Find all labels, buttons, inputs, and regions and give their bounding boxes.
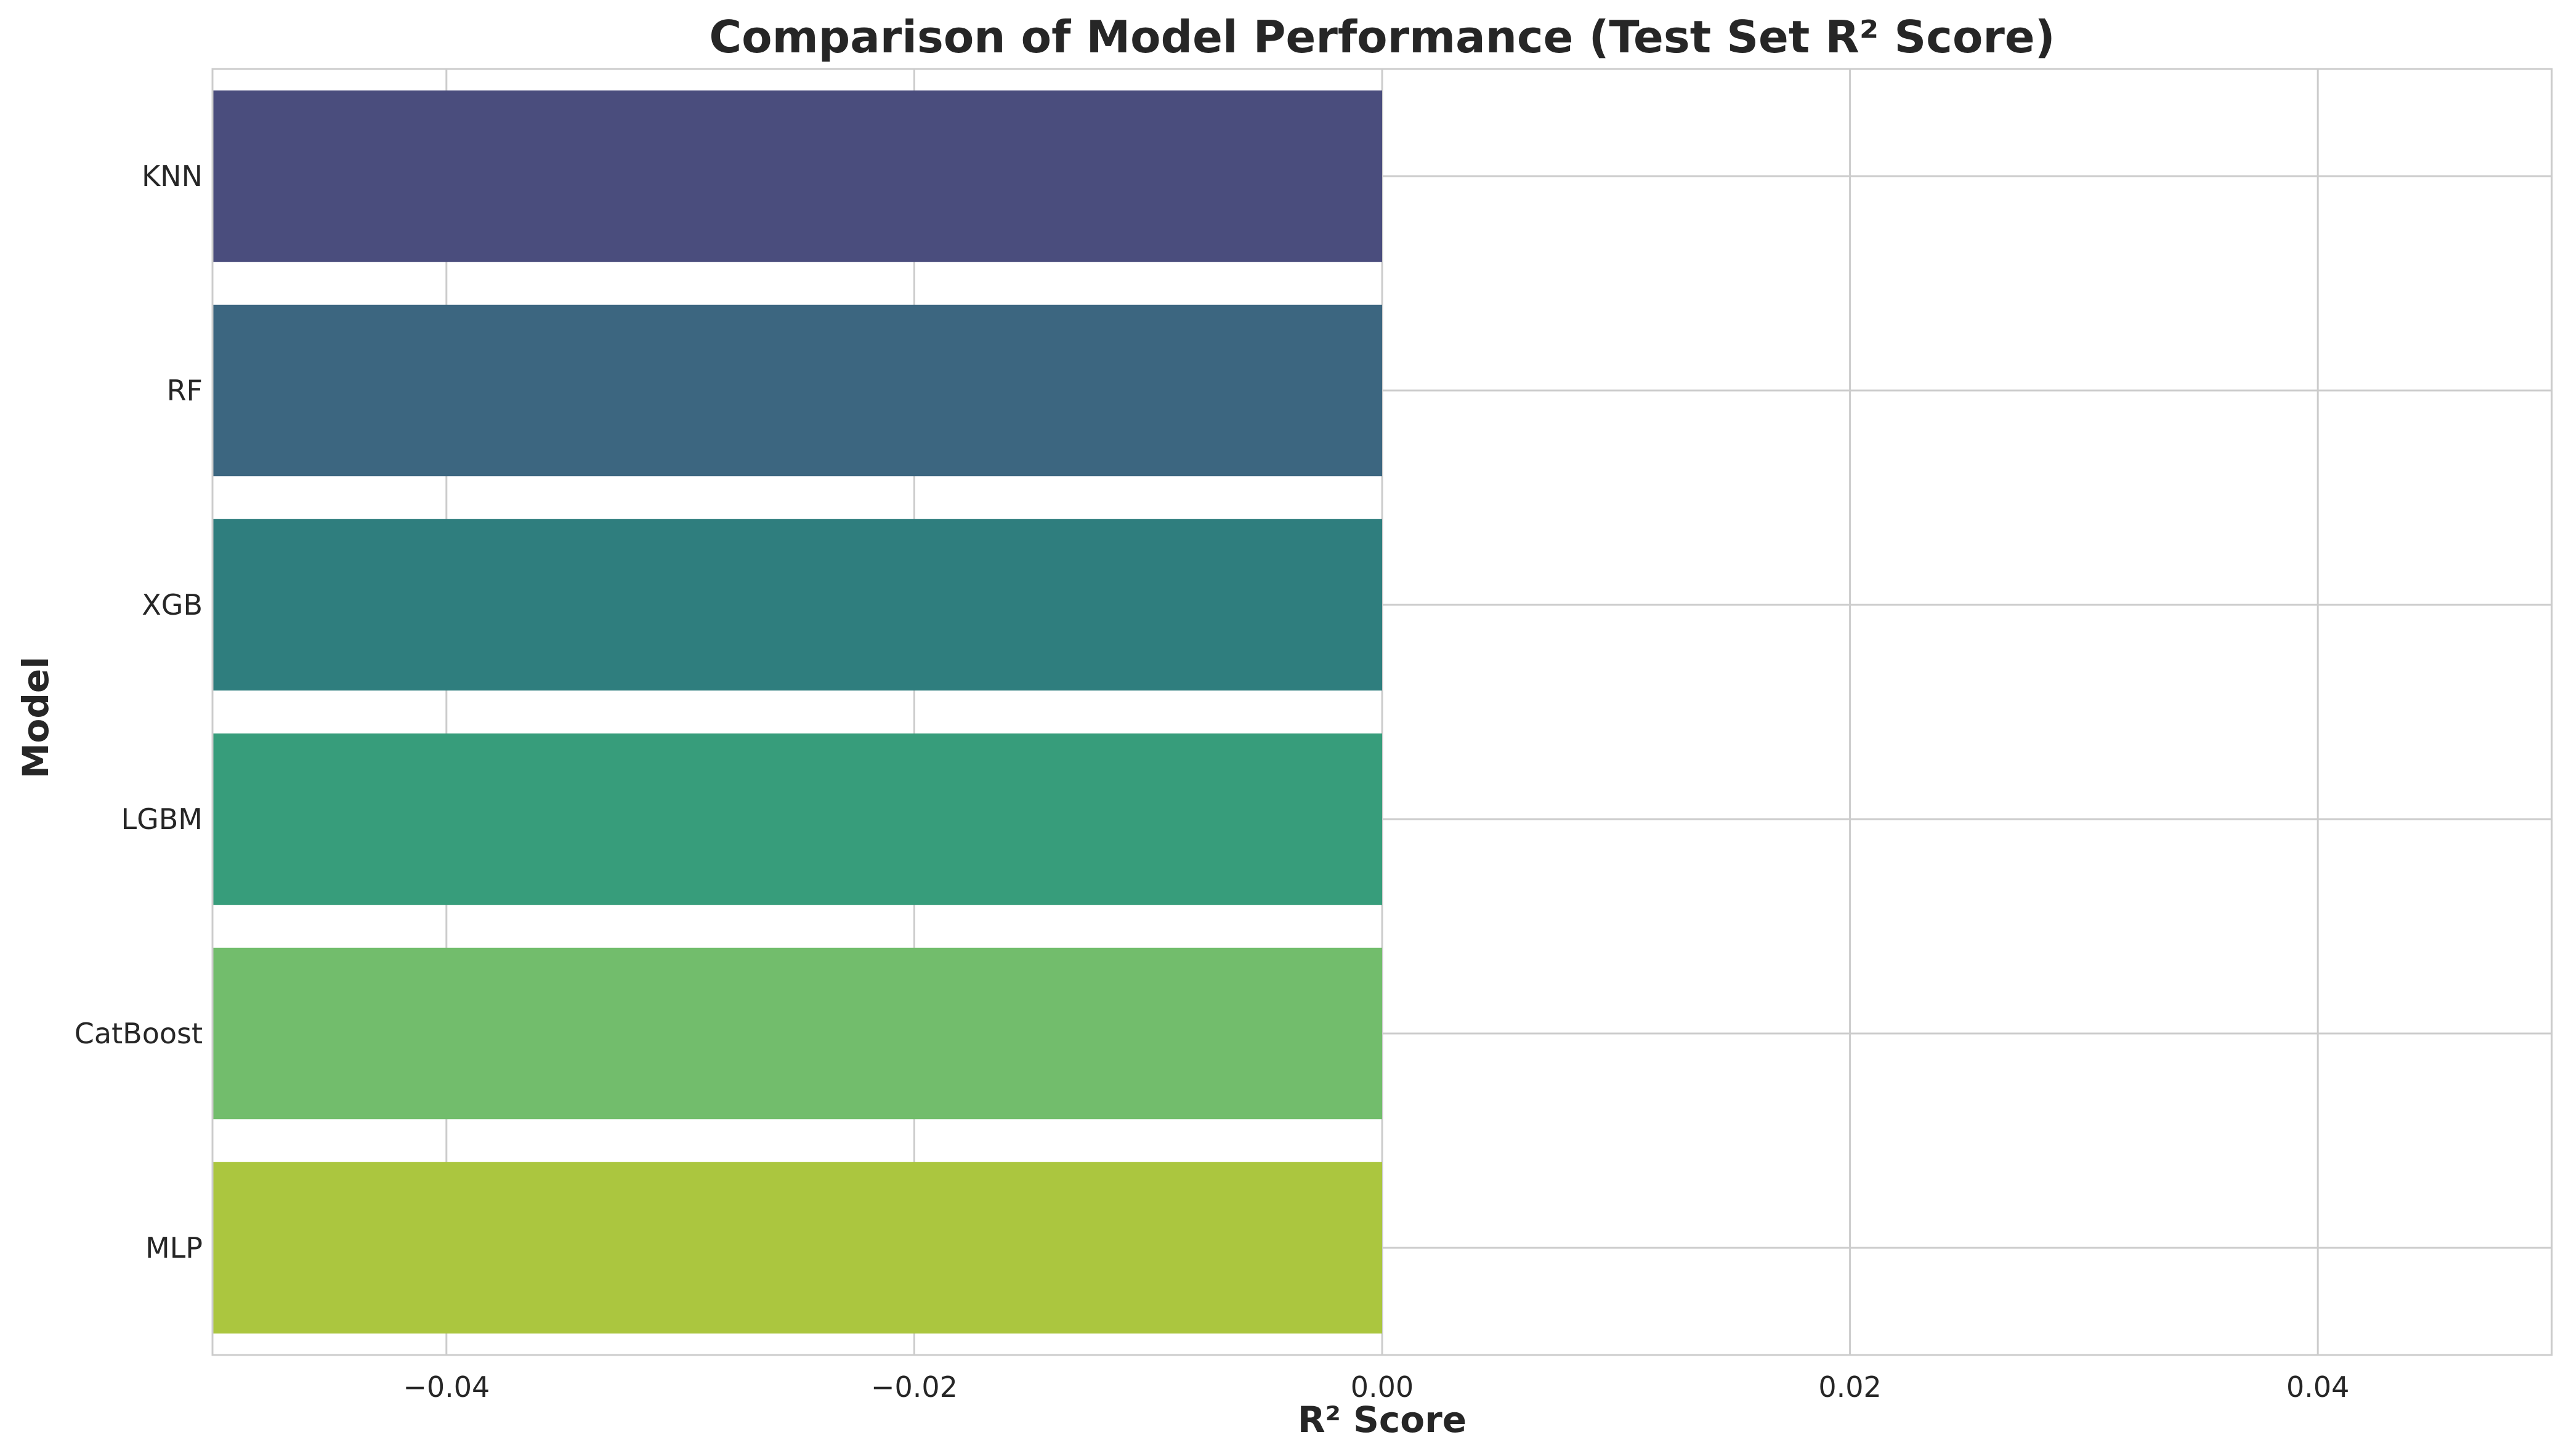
y-tick-label: MLP (145, 1231, 203, 1264)
y-tick-label: XGB (142, 588, 203, 621)
x-tick-label: 0.02 (1818, 1370, 1881, 1404)
bar-catboost (212, 947, 1382, 1120)
x-tick-label: 0.04 (2286, 1370, 2349, 1404)
bar-rf (212, 304, 1382, 477)
bar-mlp (212, 1162, 1382, 1334)
y-tick-label: RF (167, 374, 203, 407)
plot-frame (211, 68, 2553, 1356)
x-tick-labels: −0.04 −0.02 0.00 0.02 0.04 (403, 1370, 2349, 1404)
y-tick-labels: KNN RF XGB LGBM CatBoost MLP (75, 160, 203, 1264)
x-tick-label: −0.04 (403, 1370, 490, 1404)
x-tick-label: −0.02 (871, 1370, 958, 1404)
x-tick-label: 0.00 (1351, 1370, 1414, 1404)
y-tick-label: KNN (142, 160, 203, 193)
chart-title: Comparison of Model Performance (Test Se… (709, 11, 2055, 63)
bar-knn (212, 90, 1382, 262)
bars (212, 90, 1382, 1334)
x-axis-label: R² Score (1298, 1399, 1467, 1441)
y-tick-label: CatBoost (75, 1017, 203, 1050)
y-tick-label: LGBM (121, 803, 203, 836)
bar-lgbm (212, 733, 1382, 905)
bar-xgb (212, 519, 1382, 691)
y-axis-label: Model (15, 657, 57, 779)
